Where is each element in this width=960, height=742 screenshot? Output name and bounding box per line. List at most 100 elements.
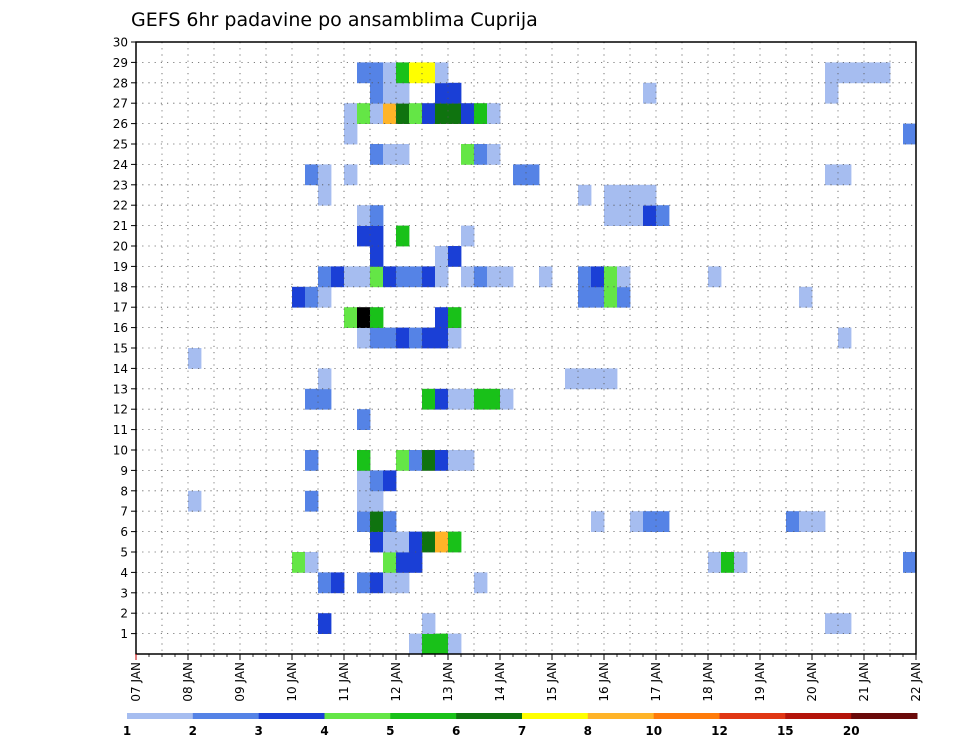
- heatmap-cell: [630, 511, 644, 532]
- heatmap-cell: [435, 327, 449, 349]
- heatmap-cell: [877, 62, 891, 84]
- legend-label: 20: [843, 724, 860, 738]
- heatmap-cell: [370, 307, 384, 328]
- heatmap-cell: [383, 327, 397, 349]
- plot-frame: [135, 41, 917, 655]
- legend-label: 15: [777, 724, 794, 738]
- heatmap-cell: [578, 266, 592, 288]
- y-tick-label: 9: [120, 464, 128, 478]
- heatmap-cell: [357, 572, 371, 594]
- heatmap-cell: [305, 552, 319, 573]
- heatmap-cell: [643, 184, 657, 206]
- heatmap-cell: [292, 552, 306, 573]
- heatmap-cell: [903, 123, 917, 145]
- chart-title: GEFS 6hr padavine po ansamblima Cuprija: [131, 9, 538, 31]
- heatmap-cell: [591, 511, 605, 532]
- y-tick-label: 19: [113, 260, 128, 274]
- heatmap-cell: [409, 327, 423, 349]
- y-tick-label: 27: [113, 97, 128, 111]
- heatmap-cell: [383, 552, 397, 573]
- heatmap-cell: [357, 490, 371, 512]
- heatmap-cell: [617, 266, 631, 288]
- heatmap-cell: [422, 633, 436, 655]
- heatmap-cell: [318, 266, 332, 288]
- y-tick-label: 22: [113, 199, 128, 213]
- heatmap-cell: [604, 184, 618, 206]
- legend-swatch: [127, 713, 194, 719]
- y-tick-label: 26: [113, 117, 128, 131]
- heatmap-cell: [396, 450, 410, 471]
- heatmap-cell: [305, 450, 319, 471]
- heatmap-cell: [357, 470, 371, 492]
- heatmap-cell: [383, 511, 397, 532]
- heatmap-cell: [435, 82, 449, 104]
- heatmap-cell: [370, 572, 384, 594]
- heatmap-cell: [435, 62, 449, 84]
- heatmap-cell: [370, 266, 384, 288]
- y-axis: 1234567891011121314151617181920212223242…: [113, 36, 136, 641]
- heatmap-cell: [448, 450, 462, 471]
- legend-swatch: [851, 713, 918, 719]
- heatmap-cell: [643, 82, 657, 104]
- heatmap-cell: [357, 327, 371, 349]
- heatmap-cell: [708, 552, 722, 573]
- heatmap-cell: [370, 144, 384, 165]
- heatmap-cell: [383, 266, 397, 288]
- heatmap-cell: [383, 531, 397, 553]
- x-tick-label: 08 JAN: [181, 662, 195, 702]
- x-tick-label: 20 JAN: [805, 662, 819, 702]
- heatmap-cell: [526, 164, 540, 186]
- legend-label: 6: [452, 724, 460, 738]
- heatmap-cell: [539, 266, 553, 288]
- heatmap-cell: [617, 184, 631, 206]
- heatmap-cell: [409, 62, 423, 84]
- y-tick-label: 5: [120, 546, 128, 560]
- y-tick-label: 14: [113, 362, 128, 376]
- heatmap-cell: [305, 388, 319, 410]
- heatmap-cell: [799, 286, 813, 308]
- heatmap-cell: [396, 103, 410, 124]
- heatmap-cell: [474, 572, 488, 594]
- heatmap-cell: [422, 62, 436, 84]
- color-legend: 1 2 3 4 5 6 7 8 10 12 15 20: [123, 713, 918, 738]
- heatmap-cell: [591, 266, 605, 288]
- heatmap-cell: [305, 490, 319, 512]
- heatmap-cell: [422, 613, 436, 634]
- heatmap-cell: [461, 225, 475, 247]
- heatmap-cell: [305, 164, 319, 186]
- heatmap-cell: [617, 205, 631, 226]
- heatmap-cell: [838, 62, 852, 84]
- heatmap-cell: [409, 103, 423, 124]
- y-tick-label: 30: [113, 36, 128, 50]
- heatmap-cell: [825, 164, 839, 186]
- heatmap-cell: [357, 409, 371, 430]
- x-tick-label: 11 JAN: [337, 662, 351, 702]
- heatmap-cell: [344, 103, 358, 124]
- legend-swatch: [785, 713, 852, 719]
- grid-lines: [136, 41, 916, 654]
- legend-swatch: [456, 713, 523, 719]
- y-tick-label: 16: [113, 321, 128, 335]
- legend-label: 4: [320, 724, 328, 738]
- heatmap-cell: [370, 327, 384, 349]
- y-tick-label: 7: [120, 505, 128, 519]
- legend-label: 5: [386, 724, 394, 738]
- heatmap-cell: [721, 552, 735, 573]
- x-tick-label: 14 JAN: [493, 662, 507, 702]
- heatmap-cell: [396, 572, 410, 594]
- heatmap-cell: [461, 388, 475, 410]
- x-tick-label: 07 JAN: [129, 662, 143, 702]
- heatmap-cell: [435, 531, 449, 553]
- legend-swatch: [522, 713, 589, 719]
- heatmap-cell: [461, 144, 475, 165]
- heatmap-cell: [448, 82, 462, 104]
- heatmap-cell: [487, 144, 501, 165]
- heatmap-cell: [422, 266, 436, 288]
- x-tick-label: 13 JAN: [441, 662, 455, 702]
- heatmap-cell: [318, 613, 332, 634]
- legend-swatch: [587, 713, 655, 719]
- heatmap-cell: [604, 266, 618, 288]
- heatmap-cell: [448, 633, 462, 655]
- heatmap-cell: [318, 572, 332, 594]
